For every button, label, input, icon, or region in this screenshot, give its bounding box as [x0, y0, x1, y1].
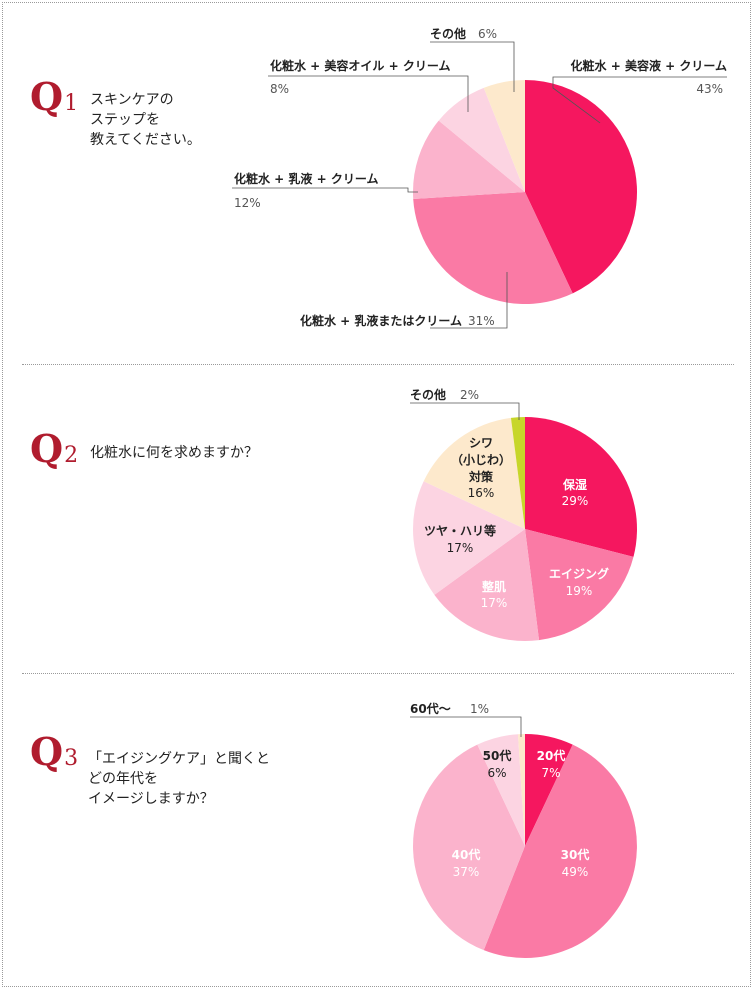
q1-slice-value-4: 6%: [478, 27, 497, 41]
q1-slice-label-2: 化粧水 + 乳液 + クリーム: [234, 171, 378, 186]
q2-slice-0: [525, 417, 637, 557]
q1-slice-0: [525, 80, 638, 294]
q3-number: 3: [64, 746, 79, 771]
q1-slice-3: [438, 87, 525, 192]
q1-slice-2: [412, 120, 525, 200]
q3-slice-value-2: 37%: [453, 865, 480, 879]
q1-leader-3: [268, 75, 469, 112]
q2-text-line: 化粧水に何を求めますか？: [90, 445, 258, 461]
q1-slice-label-3: 化粧水 + 美容オイル + クリーム: [270, 58, 450, 73]
q3-label: Q3: [30, 733, 78, 771]
q2-letter: Q: [30, 426, 64, 471]
q3-text-line: イメージしますか？: [88, 791, 214, 807]
q3-slice-value-4: 1%: [470, 702, 489, 716]
q3-slice-0: [525, 734, 573, 846]
q2-label: Q2: [30, 430, 78, 468]
q2-slice-label-4a: シワ: [469, 436, 493, 450]
q2-slice-label-0: 保湿: [562, 477, 587, 492]
q3-slice-value-1: 49%: [562, 865, 589, 879]
q1-slice-value-1: 31%: [468, 314, 495, 328]
q2-slice-value-5: 2%: [460, 388, 479, 402]
q3-slice-label-4: 60代〜: [410, 701, 451, 716]
q3-slice-label-3: 50代: [483, 748, 512, 763]
q1-text-line: スキンケアの: [90, 92, 174, 108]
q2-slice-value-2: 17%: [481, 596, 508, 610]
q2-slice-value-0: 29%: [562, 494, 589, 508]
q3-letter: Q: [30, 729, 64, 774]
q1-label: Q1: [30, 78, 78, 116]
q1-leader-2: [232, 187, 418, 193]
q3-slice-value-3: 6%: [487, 766, 506, 780]
q2-leader-5: [410, 402, 520, 420]
q2-slice-label-4b: （小じわ）: [451, 452, 511, 467]
q1-slice-label-0: 化粧水 + 美容液 + クリーム: [571, 58, 727, 73]
q1-slice-1: [413, 192, 573, 305]
q1-slice-label-4: その他: [430, 26, 466, 41]
q3-slice-1: [483, 744, 637, 958]
q1-text-line: 教えてください。: [90, 132, 201, 148]
q2-number: 2: [64, 443, 79, 468]
q2-slice-2: [434, 529, 540, 642]
q2-slice-4: [423, 417, 525, 529]
q3-slice-value-0: 7%: [541, 766, 560, 780]
q1-leader-4: [430, 41, 515, 92]
q1-leader-0: [552, 76, 727, 124]
q1-slice-value-3: 8%: [270, 82, 289, 96]
q1-slice-4: [483, 80, 525, 192]
q2-slice-label-5: その他: [410, 387, 446, 402]
q3-slice-label-2: 40代: [452, 847, 481, 862]
q2-slice-value-3: 17%: [447, 541, 474, 555]
q1-letter: Q: [30, 74, 64, 119]
q3-text-line: 「エイジングケア」と聞くと: [88, 751, 270, 767]
q2-slice-label-3: ツヤ・ハリ等: [424, 523, 496, 538]
q2-slice-label-4c: 対策: [468, 469, 494, 484]
q1-slice-value-2: 12%: [234, 196, 261, 210]
q3-text-line: どの年代を: [88, 771, 158, 787]
q2-slice-value-4: 16%: [468, 486, 495, 500]
q3-slice-label-1: 30代: [561, 847, 590, 862]
q2-question-text: 化粧水に何を求めますか？: [90, 443, 258, 463]
q3-slice-4: [517, 733, 525, 846]
q2-slice-label-1: エイジング: [549, 566, 609, 581]
section-divider-2: [22, 673, 734, 674]
q2-slice-value-1: 19%: [566, 584, 593, 598]
q2-slice-1: [525, 529, 634, 641]
q1-number: 1: [64, 91, 79, 116]
section-divider-1: [22, 364, 734, 365]
q3-leader-4: [410, 716, 522, 737]
q1-slice-value-0: 43%: [696, 82, 723, 96]
q3-slice-2: [413, 744, 525, 951]
q3-slice-label-0: 20代: [537, 748, 566, 763]
q3-slice-3: [477, 734, 525, 846]
q2-slice-3: [413, 481, 525, 595]
q1-question-text: スキンケアの ステップを 教えてください。: [90, 90, 201, 150]
q2-slice-5: [510, 417, 525, 529]
q1-leader-1: [430, 272, 508, 329]
q1-text-line: ステップを: [90, 112, 160, 128]
q2-slice-label-2: 整肌: [481, 579, 506, 594]
q1-slice-label-1: 化粧水 + 乳液またはクリーム: [300, 313, 462, 328]
q3-question-text: 「エイジングケア」と聞くと どの年代を イメージしますか？: [88, 749, 270, 809]
